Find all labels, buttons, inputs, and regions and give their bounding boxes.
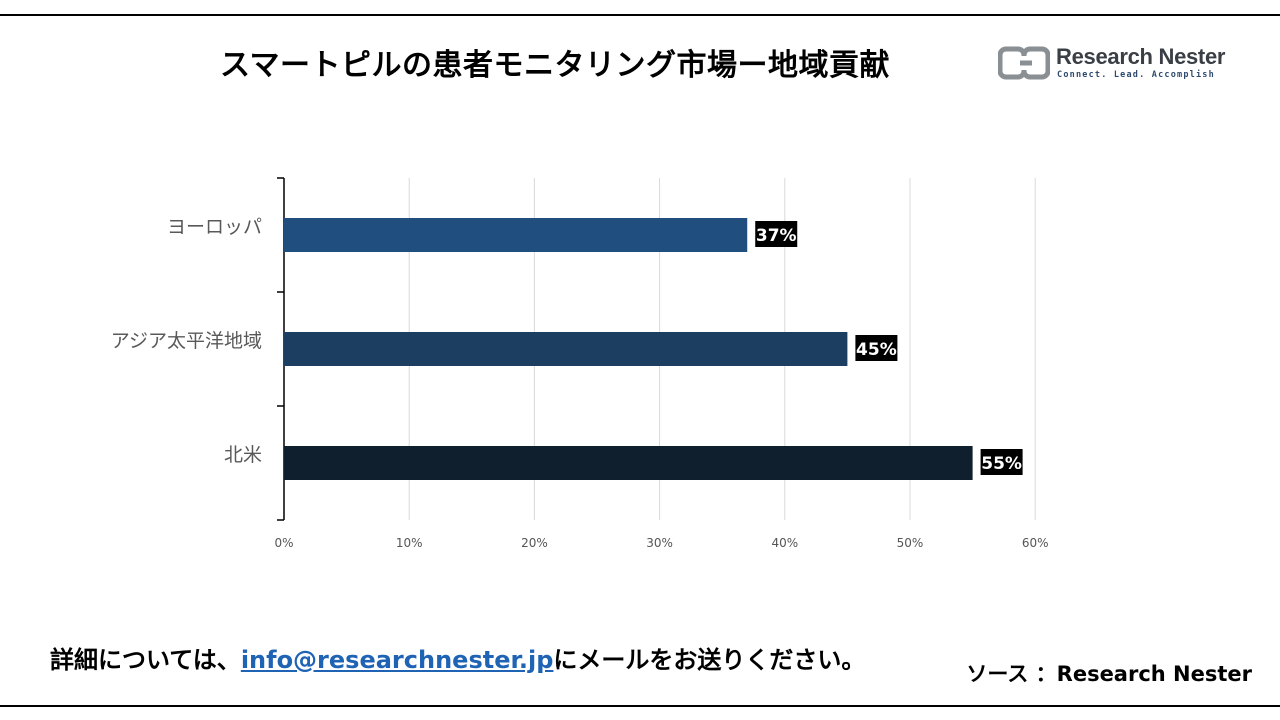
- category-label: アジア太平洋地域: [111, 330, 262, 352]
- x-tick-label: 0%: [274, 536, 293, 550]
- logo-mark-icon: [998, 46, 1050, 80]
- bottom-rule: [0, 705, 1280, 707]
- bar: [284, 218, 748, 252]
- top-rule: [0, 14, 1280, 16]
- x-tick-label: 50%: [897, 536, 924, 550]
- bar: [284, 446, 973, 480]
- x-tick-label: 60%: [1022, 536, 1049, 550]
- x-tick-label: 10%: [396, 536, 423, 550]
- category-label: 北米: [224, 444, 262, 466]
- logo-name: Research Nester: [1056, 44, 1226, 69]
- bar: [284, 332, 848, 366]
- email-link[interactable]: info@researchnester.jp: [240, 646, 554, 674]
- data-label: 37%: [756, 226, 797, 246]
- data-label: 55%: [981, 454, 1022, 474]
- bar-chart: 0% 10% 20% 30% 40% 50% 60% ヨーロッパ 37% アジア太平洋地域 45% 北…: [111, 177, 1049, 550]
- source-note: ソース ：Research Nester: [966, 662, 1252, 686]
- data-label: 45%: [856, 340, 897, 360]
- data-label-bg: [755, 221, 798, 247]
- data-label-bg: [980, 449, 1023, 475]
- category-label: ヨーロッパ: [167, 216, 262, 238]
- contact-suffix: にメールをお送りください。: [553, 646, 866, 674]
- page-title: スマートピルの患者モニタリング市場ー地域貢献: [219, 48, 891, 83]
- contact-prefix: 詳細については、: [50, 646, 241, 674]
- x-tick-label: 30%: [646, 536, 673, 550]
- x-tick-label: 40%: [771, 536, 798, 550]
- contact-line: 詳細については、info@researchnester.jpにメールをお送りくだ…: [50, 640, 865, 675]
- logo-tagline: Connect. Lead. Accomplish: [1057, 70, 1215, 80]
- data-label-bg: [855, 335, 898, 361]
- research-nester-logo: Research Nester Connect. Lead. Accomplis…: [998, 44, 1238, 86]
- x-tick-label: 20%: [521, 536, 548, 550]
